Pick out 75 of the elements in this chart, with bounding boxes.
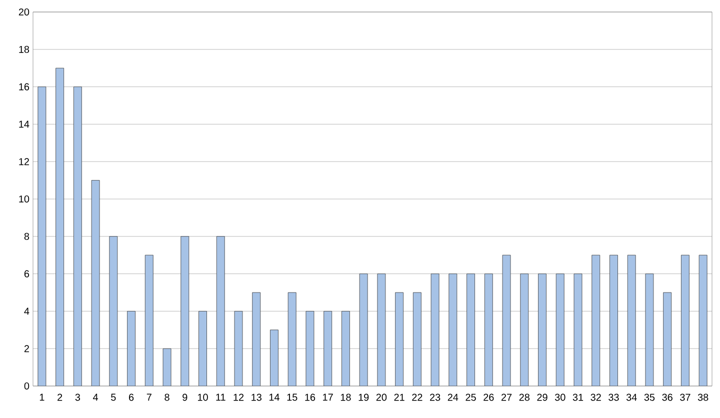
bar [663,292,672,386]
bar [198,311,207,386]
y-tick-label: 6 [24,270,30,278]
bar [288,292,296,386]
x-tick-label: 4 [93,394,98,401]
y-tick-label: 4 [24,308,30,315]
bar [144,254,154,386]
x-tick-label: 38 [698,394,708,401]
x-tick-label: 6 [129,394,134,401]
bar [484,274,493,386]
x-tick-label: 19 [358,394,369,401]
bar [610,254,618,386]
x-tick-label: 35 [644,394,655,401]
x-tick-label: 20 [376,394,387,401]
x-tick-label: 8 [164,394,170,401]
x-tick-label: 11 [216,394,226,401]
bar [627,254,636,386]
bar [73,86,82,386]
x-tick-label: 26 [484,394,494,401]
x-tick-label: 3 [75,394,80,401]
bar [127,311,136,386]
x-tick-label: 1 [40,394,44,401]
bar [556,274,564,386]
y-tick-label: 0 [24,382,30,390]
y-tick-label: 2 [24,345,29,352]
bar [109,236,118,386]
x-tick-label: 21 [394,394,404,401]
bar [180,236,190,386]
x-tick-label: 13 [252,394,262,401]
x-tick-label: 23 [430,394,440,401]
y-tick-label: 12 [19,158,29,166]
x-tick-label: 2 [58,394,62,401]
bar [538,274,546,386]
bar [342,311,350,386]
bar [448,274,458,386]
y-tick-label: 16 [19,83,30,90]
bar [216,236,225,386]
bar [681,254,690,386]
x-tick-label: 37 [680,394,690,401]
bar [395,292,404,386]
y-tick-label: 18 [19,46,30,53]
x-tick-label: 27 [501,394,512,401]
x-tick-label: 16 [305,394,316,401]
x-tick-label: 34 [626,394,637,401]
x-tick-label: 9 [182,394,188,401]
x-tick-label: 24 [448,394,458,401]
y-tick-label: 14 [19,120,30,128]
x-tick-label: 10 [198,394,208,401]
bar [592,254,600,386]
x-tick-label: 12 [234,394,244,401]
x-tick-label: 32 [590,394,601,401]
x-tick-label: 18 [340,394,351,401]
x-tick-label: 17 [323,394,333,401]
y-tick-label: 10 [19,195,30,203]
x-tick-label: 33 [608,394,619,401]
x-tick-label: 29 [537,394,548,401]
x-tick-label: 36 [662,394,672,401]
y-tick-label: 20 [18,8,30,16]
y-tick-label: 8 [24,232,30,240]
x-tick-label: 28 [519,394,530,401]
x-tick-label: 5 [111,394,116,401]
x-tick-label: 15 [287,394,298,401]
x-tick-label: 7 [146,394,152,401]
x-tick-label: 31 [572,394,584,401]
bar [270,330,278,386]
x-tick-label: 14 [269,394,280,401]
x-tick-label: 25 [466,394,476,401]
bar [252,292,261,386]
bar [324,311,332,386]
bar [56,68,64,386]
x-tick-label: 22 [412,394,422,401]
x-tick-label: 30 [554,394,566,401]
bar [466,274,475,386]
bar [412,292,422,386]
bar [520,274,529,386]
